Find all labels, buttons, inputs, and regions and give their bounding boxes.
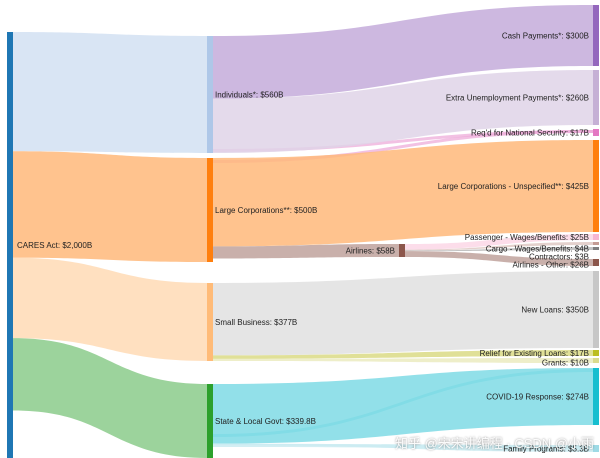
- node-bars: [7, 5, 599, 458]
- link-air-airoth: [405, 251, 593, 266]
- node-bar-airoth: [593, 259, 599, 266]
- node-label-pass: Passenger - Wages/Benefits: $25B: [465, 233, 589, 242]
- link-state-fam: [213, 443, 593, 452]
- node-label-loans: New Loans: $350B: [521, 306, 589, 315]
- node-label-cash: Cash Payments*: $300B: [502, 32, 589, 41]
- node-label-airoth: Airlines - Other: $26B: [513, 261, 589, 270]
- node-bar-loans: [593, 271, 599, 348]
- flow-links: [13, 5, 593, 458]
- node-label-contr: Contractors: $3B: [529, 253, 589, 262]
- node-label-ind: Individuals*: $560B: [215, 91, 284, 100]
- link-air-pass: [405, 234, 593, 250]
- node-bar-corpun: [593, 140, 599, 232]
- link-ind-cash: [213, 5, 593, 99]
- node-label-small: Small Business: $377B: [215, 318, 297, 327]
- node-label-cares: CARES Act: $2,000B: [17, 241, 92, 250]
- node-label-air: Airlines: $58B: [346, 247, 395, 256]
- node-bar-contr: [593, 247, 599, 250]
- node-label-grants: Grants: $10B: [542, 359, 589, 368]
- node-bar-cash: [593, 5, 599, 66]
- link-ind-unemp: [213, 70, 593, 153]
- node-bar-natsec: [593, 129, 599, 136]
- node-label-fam: Family Programs: $5.3B: [503, 445, 589, 454]
- node-bar-cares: [7, 32, 13, 458]
- node-bar-small: [207, 283, 213, 361]
- node-bar-ind: [207, 36, 213, 153]
- node-bar-unemp: [593, 70, 599, 125]
- link-small-loans: [213, 271, 593, 356]
- node-label-state: State & Local Govt: $339.8B: [215, 417, 316, 426]
- minor-link-corp-natsec: [213, 130, 593, 163]
- node-label-corp: Large Corporations**: $500B: [215, 206, 317, 215]
- link-cares-ind: [13, 32, 207, 153]
- node-labels: CARES Act: $2,000B Individuals*: $560B Lar…: [17, 32, 589, 454]
- node-bar-pass: [593, 234, 599, 240]
- link-corp-corpun: [213, 140, 593, 247]
- node-bar-relief: [593, 350, 599, 356]
- node-bar-corp: [207, 158, 213, 262]
- node-label-cargo: Cargo - Wages/Benefits: $4B: [486, 245, 589, 254]
- link-cares-state: [13, 338, 207, 458]
- node-bar-cargo: [593, 242, 599, 245]
- node-bar-fam: [593, 445, 599, 452]
- node-label-covid: COVID-19 Response: $274B: [486, 393, 589, 402]
- link-corp-air: [213, 244, 399, 259]
- node-bar-air: [399, 244, 405, 257]
- link-cares-corp: [13, 151, 207, 262]
- minor-link-ind-natsec: [213, 130, 593, 152]
- link-air-contr: [405, 247, 593, 252]
- node-bar-grants: [593, 358, 599, 363]
- node-label-corpun: Large Corporations - Unspecified**: $425…: [438, 182, 589, 191]
- link-air-cargo: [405, 242, 593, 251]
- node-label-natsec: Req'd for National Security: $17B: [471, 129, 589, 138]
- link-small-grants: [213, 358, 593, 363]
- link-state-covid: [213, 368, 593, 444]
- node-bar-covid: [593, 368, 599, 425]
- link-small-relief: [213, 350, 593, 359]
- node-bar-state: [207, 384, 213, 458]
- watermark: 知乎 @宋宋讲编程 · CSDN @小雨: [394, 436, 594, 451]
- node-label-relief: Relief for Existing Loans: $17B: [480, 349, 589, 358]
- node-label-unemp: Extra Unemployment Payments*: $260B: [446, 94, 589, 103]
- link-cares-small: [13, 257, 207, 361]
